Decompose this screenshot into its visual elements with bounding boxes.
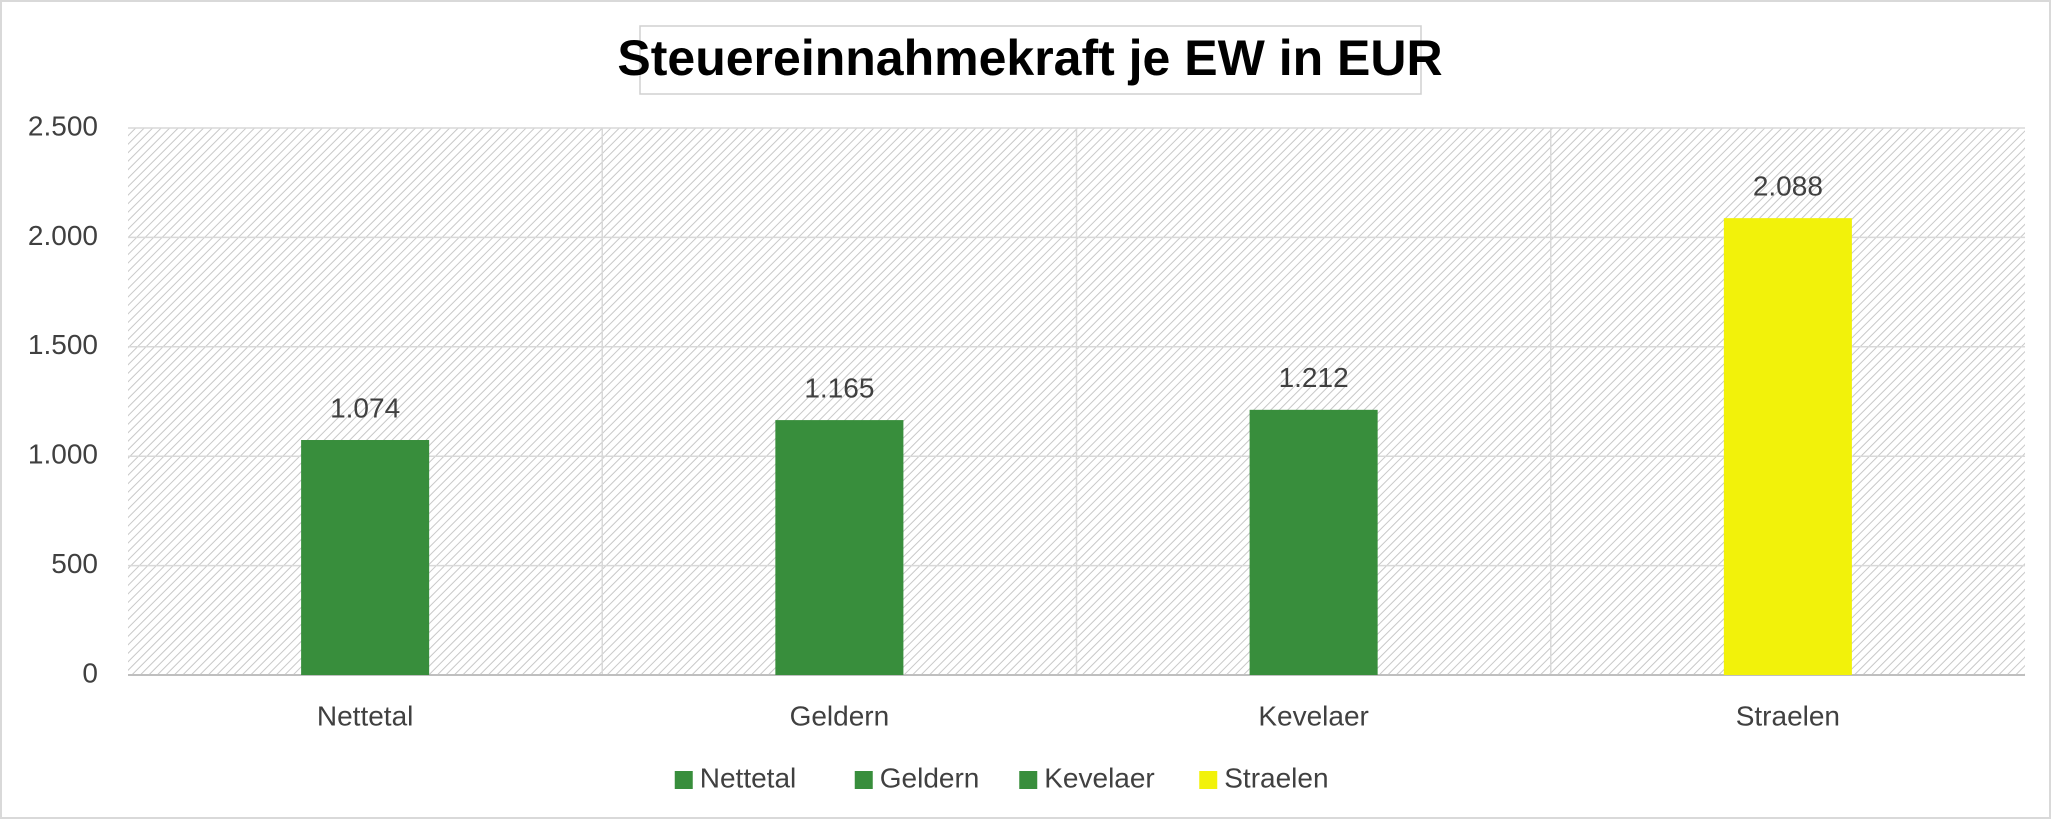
chart-title: Steuereinnahmekraft je EW in EUR: [617, 30, 1442, 86]
value-label: 1.074: [330, 392, 400, 423]
legend-swatch: [1019, 771, 1038, 789]
value-label: 1.165: [804, 372, 874, 403]
title-box: [639, 25, 1422, 95]
bar: [1723, 218, 1852, 675]
value-label: 1.212: [1279, 362, 1349, 393]
y-tick-label: 1.000: [28, 439, 98, 470]
y-tick-label: 500: [51, 548, 98, 579]
bar: [301, 440, 430, 675]
x-tick-label: Kevelaer: [1258, 700, 1369, 731]
legend-swatch: [674, 771, 693, 789]
legend-swatch: [1199, 771, 1218, 789]
y-tick-label: 1.500: [28, 329, 98, 360]
y-tick-label: 0: [82, 657, 98, 688]
x-tick-label: Straelen: [1736, 700, 1840, 731]
bar: [1249, 409, 1378, 675]
legend-label: Nettetal: [700, 762, 797, 793]
bar: [775, 420, 904, 675]
legend-label: Kevelaer: [1044, 762, 1155, 793]
x-tick-label: Nettetal: [317, 700, 414, 731]
legend-swatch: [854, 771, 873, 789]
legend-label: Geldern: [880, 762, 980, 793]
y-tick-label: 2.000: [28, 220, 98, 251]
value-label: 2.088: [1753, 171, 1823, 202]
y-tick-label: 2.500: [28, 110, 98, 141]
x-tick-label: Geldern: [790, 700, 890, 731]
legend-label: Straelen: [1224, 762, 1328, 793]
